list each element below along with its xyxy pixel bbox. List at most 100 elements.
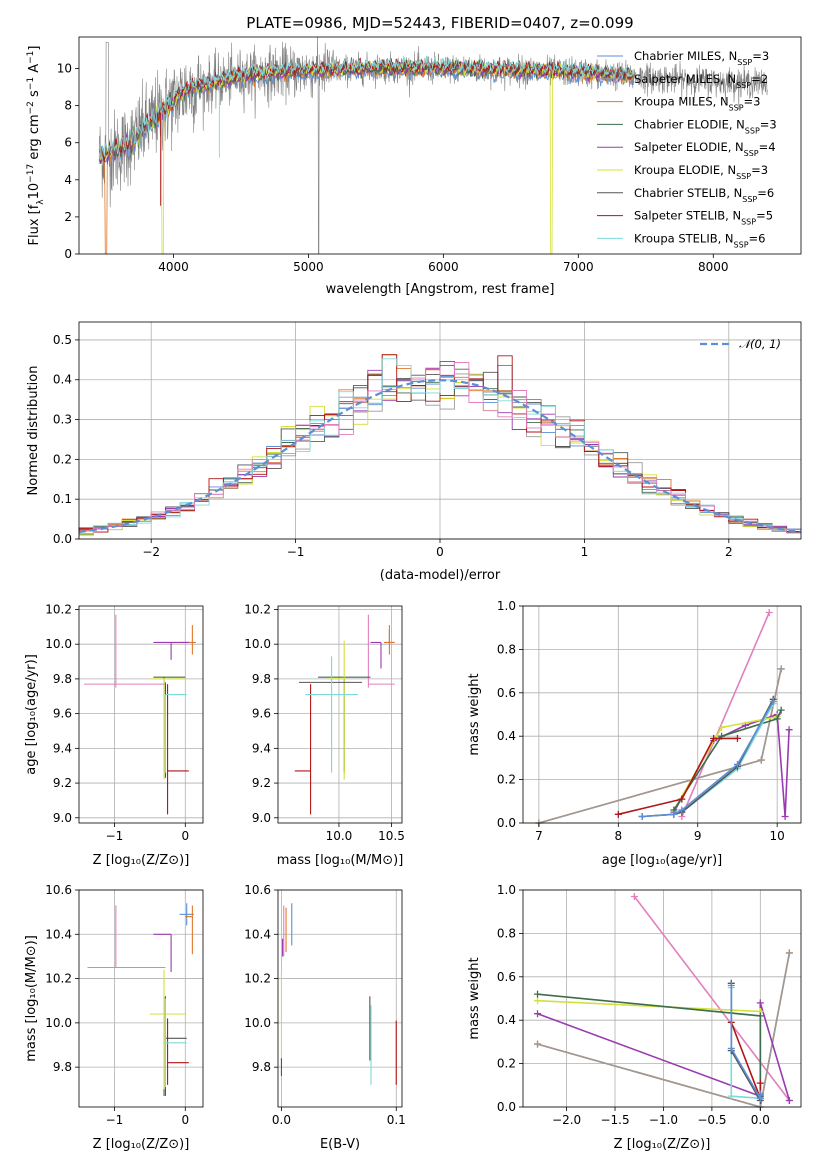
y-tick-label: 6 (64, 136, 72, 150)
errorbar-point (87, 905, 166, 969)
y-tick-label: 0.3 (53, 413, 72, 427)
grid-age_vs_Z (79, 606, 203, 823)
y-axis-label-part: −17 (26, 164, 36, 183)
y-axis-label-part: Flux [f (27, 204, 42, 245)
y-axis-label-part: −2 (26, 101, 36, 114)
legend-subscript: SSP (729, 103, 744, 112)
plus-marker (756, 1079, 764, 1087)
errorbar-point (167, 1018, 189, 1085)
x-tick-label: 0.0 (272, 1113, 291, 1127)
plus-marker (727, 1044, 735, 1052)
legend-entry: Salpeter ELODIE, NSSP=4 (634, 140, 776, 158)
weight-line (538, 668, 782, 824)
grid-mass_vs_Z (79, 889, 203, 1107)
y-tick-label: 0.6 (497, 686, 516, 700)
legend-entry: Chabrier STELIB, NSSP=6 (634, 186, 774, 204)
y-tick-label: 0.2 (53, 452, 72, 466)
legend-entry: Chabrier ELODIE, NSSP=3 (634, 117, 777, 135)
legend-entry: Kroupa STELIB, NSSP=6 (634, 231, 765, 249)
x-tick-label: 0.1 (387, 1113, 406, 1127)
x-tick-label: 0 (436, 545, 444, 559)
y-tick-label: 9.8 (53, 1060, 72, 1074)
errorbars-age_vs_mass (294, 614, 395, 815)
x-tick-label: 10.5 (378, 829, 405, 843)
lines-mass_weight_vs_age (535, 609, 793, 827)
plus-marker (630, 893, 638, 901)
plus-marker (777, 706, 785, 714)
errorbars-mass_vs_Z (87, 903, 194, 1096)
plus-marker (785, 949, 793, 957)
x-tick-label: −1 (106, 1113, 124, 1127)
plus-marker (769, 697, 777, 705)
y-tick-label: 9.2 (53, 776, 72, 790)
y-tick-label: 9.0 (252, 811, 271, 825)
x-axis-label: Z [log₁₀(Z/Z⊙)] (93, 853, 190, 868)
legend-text: Chabrier MILES, N (634, 49, 737, 63)
y-axis-label: Normed distribution (26, 366, 41, 496)
y-tick-label: 0.0 (497, 1100, 516, 1114)
errorbar-point (153, 641, 189, 660)
y-tick-label: 8 (64, 99, 72, 113)
legend-text: Salpeter MILES, N (634, 72, 736, 86)
y-tick-label: 10.2 (45, 602, 72, 616)
ticks-mass_weight_vs_age: 7 8 9 10 0.0 0.2 0.4 0.6 0.8 1.0 (497, 599, 785, 843)
plus-marker (733, 734, 741, 742)
errorbar-point (179, 903, 194, 926)
legend-text: Kroupa MILES, N (634, 95, 729, 109)
y-tick-label: 1.0 (497, 599, 516, 613)
x-axis-label: Z [log₁₀(Z/Z⊙)] (93, 1137, 190, 1152)
legend-value: =3 (744, 95, 761, 109)
legend-value: =6 (757, 186, 774, 200)
legend-subscript: SSP (736, 172, 751, 181)
ticks-mass_vs_ebv: 0.0 0.1 9.8 10.0 10.2 10.4 10.6 (244, 883, 406, 1127)
legend-value: =3 (752, 49, 769, 63)
grid-mass_weight_vs_age (523, 605, 801, 824)
errorbar-point (384, 625, 395, 655)
y-tick-label: 2 (64, 210, 72, 224)
y-tick-label: 0.6 (497, 970, 516, 984)
plus-marker (773, 715, 781, 723)
x-tick-label: 9 (694, 829, 702, 843)
legend-text: Kroupa ELODIE, N (634, 163, 736, 177)
ticks-mass_vs_Z: −1 0 9.8 10.0 10.2 10.4 10.6 (45, 883, 189, 1127)
errorbar-point (153, 933, 172, 972)
errorbar-point (83, 614, 166, 688)
legend-subscript: SSP (745, 126, 760, 135)
plus-marker (727, 981, 735, 989)
spectrum-lines (98, 37, 768, 254)
ticks-age_vs_mass: 10.0 10.5 9.0 9.2 9.4 9.6 9.8 10.0 10.2 (244, 602, 405, 843)
errorbar-point (149, 969, 186, 1090)
errorbars-age_vs_Z (83, 614, 196, 815)
weight-line (537, 999, 762, 1094)
y-tick-label: 10.6 (244, 883, 271, 897)
legend-value: =3 (751, 163, 768, 177)
axes-frame-mass_vs_ebv (277, 889, 403, 1108)
y-tick-label: 10.4 (45, 927, 72, 941)
y-tick-label: 0 (64, 247, 72, 261)
y-tick-label: 0.4 (497, 1013, 516, 1027)
y-tick-label: 4 (64, 173, 72, 187)
legend-subscript: SSP (741, 217, 756, 226)
plus-marker (718, 724, 726, 732)
y-tick-label: 10 (57, 62, 72, 76)
normal-reference-curve (78, 379, 802, 534)
x-tick-label: 5000 (293, 260, 324, 274)
y-tick-label: 9.2 (252, 776, 271, 790)
x-tick-label: 7 (535, 829, 543, 843)
errorbar-point (153, 676, 186, 773)
y-axis-label: Flux [fλ10−17 erg cm−2 s−1 A−1] (26, 46, 46, 246)
plus-marker (756, 1090, 764, 1098)
y-axis-label-part: −1 (26, 77, 36, 90)
ticks-age_vs_Z: −1 0 9.0 9.2 9.4 9.6 9.8 10.0 10.2 (45, 602, 189, 843)
y-axis-label-part: 10 (27, 183, 42, 200)
y-axis-label: age [log₁₀(age/yr)] (24, 654, 39, 775)
y-tick-label: 9.6 (53, 707, 72, 721)
x-tick-label: −1 (106, 829, 124, 843)
y-tick-label: 10.0 (244, 637, 271, 651)
errorbar-point (164, 693, 187, 773)
errorbar-point (370, 641, 382, 669)
residual-histogram (78, 362, 801, 539)
plus-marker (678, 795, 686, 803)
y-tick-label: 10.0 (244, 1016, 271, 1030)
y-axis-label-part: s (27, 90, 42, 101)
